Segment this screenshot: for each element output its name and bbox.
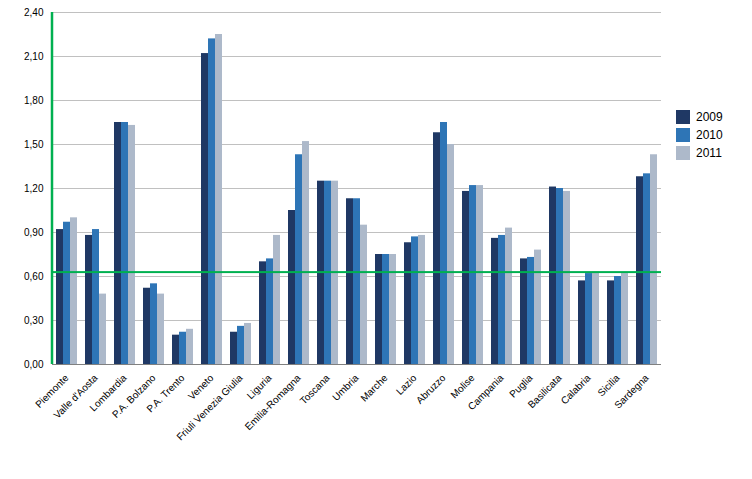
- svg-text:Lazio: Lazio: [394, 372, 419, 397]
- svg-text:1,80: 1,80: [24, 95, 44, 106]
- svg-text:Campania: Campania: [466, 372, 506, 412]
- svg-text:Lombardia: Lombardia: [87, 372, 129, 414]
- svg-text:0,60: 0,60: [24, 271, 44, 282]
- svg-text:Sicilia: Sicilia: [595, 372, 622, 399]
- svg-text:Liguria: Liguria: [244, 372, 274, 402]
- svg-text:Marche: Marche: [358, 372, 390, 404]
- svg-text:Umbria: Umbria: [330, 372, 361, 403]
- svg-text:P.A. Trento: P.A. Trento: [144, 372, 187, 415]
- svg-text:P.A. Bolzano: P.A. Bolzano: [109, 372, 158, 420]
- svg-text:Sardegna: Sardegna: [612, 372, 651, 411]
- svg-text:1,50: 1,50: [24, 139, 44, 150]
- svg-text:Friuli Venezia Giulia: Friuli Venezia Giulia: [174, 372, 245, 443]
- svg-text:0,90: 0,90: [24, 227, 44, 238]
- svg-text:Valle d'Aosta: Valle d'Aosta: [51, 372, 100, 421]
- svg-text:Emilia-Romagna: Emilia-Romagna: [243, 372, 303, 432]
- svg-text:Piemonte: Piemonte: [33, 372, 71, 410]
- html-text:2011: 2011: [696, 146, 722, 160]
- svg-text:0,30: 0,30: [24, 315, 44, 326]
- svg-text:Toscana: Toscana: [298, 372, 332, 406]
- svg-text:Abruzzo: Abruzzo: [414, 372, 448, 406]
- svg-text:2,10: 2,10: [24, 51, 44, 62]
- svg-text:Basilicata: Basilicata: [526, 372, 564, 410]
- svg-text:Puglia: Puglia: [507, 372, 535, 400]
- svg-text:Calabria: Calabria: [559, 372, 593, 406]
- svg-text:1,20: 1,20: [24, 183, 44, 194]
- svg-text:Veneto: Veneto: [185, 372, 216, 402]
- html-text:2009: 2009: [696, 110, 723, 124]
- svg-text:Molise: Molise: [448, 372, 477, 401]
- svg-text:0,00: 0,00: [24, 359, 44, 370]
- html-text:2010: 2010: [696, 128, 723, 142]
- svg-text:2,40: 2,40: [24, 7, 44, 18]
